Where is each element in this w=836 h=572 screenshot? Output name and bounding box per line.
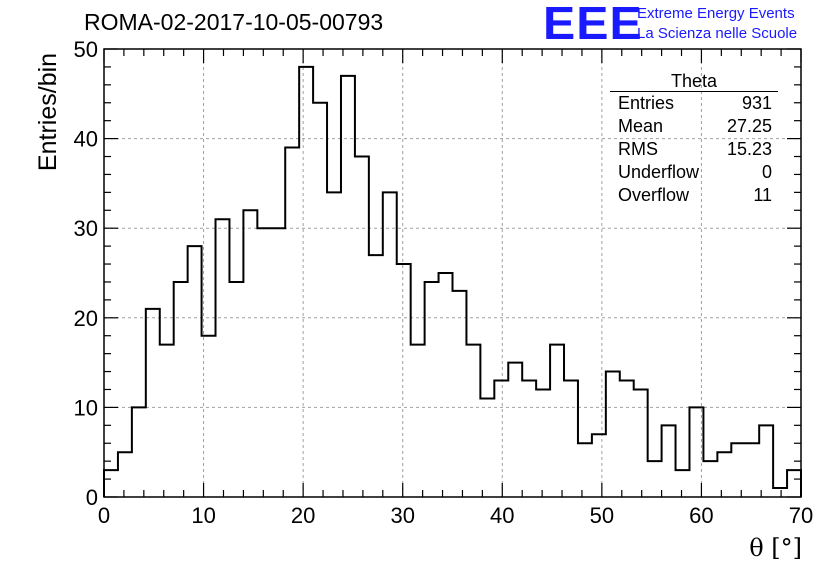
x-tick-label: 30 bbox=[390, 503, 414, 528]
stats-label: RMS bbox=[618, 139, 658, 159]
y-tick-label: 30 bbox=[74, 216, 98, 241]
x-tick-label: 10 bbox=[191, 503, 215, 528]
eee-logo-caption: Extreme Energy Events La Scienza nelle S… bbox=[637, 4, 797, 44]
stats-row-underflow: Underflow 0 bbox=[610, 161, 778, 184]
x-tick-label: 20 bbox=[291, 503, 315, 528]
x-tick-label: 0 bbox=[98, 503, 110, 528]
y-tick-label: 20 bbox=[74, 306, 98, 331]
y-tick-label: 40 bbox=[74, 127, 98, 152]
stats-value: 15.23 bbox=[726, 139, 772, 159]
plot-frame bbox=[103, 48, 802, 498]
x-tick-label: 40 bbox=[490, 503, 514, 528]
y-tick-label: 0 bbox=[86, 485, 98, 510]
stats-label: Entries bbox=[618, 93, 675, 113]
stats-value: 0 bbox=[761, 162, 772, 182]
y-axis-label: Entries/bin bbox=[34, 52, 62, 172]
stats-label: Underflow bbox=[618, 162, 700, 182]
stats-value: 27.25 bbox=[726, 116, 772, 136]
y-tick-label: 50 bbox=[74, 37, 98, 62]
stats-row-rms: RMS 15.23 bbox=[610, 138, 778, 161]
stats-label: Mean bbox=[618, 116, 664, 136]
x-tick-label: 60 bbox=[689, 503, 713, 528]
stats-row-mean: Mean 27.25 bbox=[610, 115, 778, 138]
eee-logo: EEE bbox=[543, 0, 643, 49]
grid-lines bbox=[104, 49, 801, 497]
axis-ticks bbox=[103, 48, 802, 498]
stats-box: Theta Entries 931 Mean 27.25 RMS 15.23 U… bbox=[610, 72, 778, 207]
x-tick-label: 50 bbox=[590, 503, 614, 528]
logo-line-1: Extreme Energy Events bbox=[637, 5, 795, 22]
stats-title: Theta bbox=[610, 72, 778, 92]
y-tick-label: 10 bbox=[74, 395, 98, 420]
stats-row-entries: Entries 931 bbox=[610, 92, 778, 115]
logo-line-2: La Scienza nelle Scuole bbox=[637, 25, 798, 42]
stats-row-overflow: Overflow 11 bbox=[610, 184, 778, 207]
x-tick-label: 70 bbox=[789, 503, 813, 528]
stats-label: Overflow bbox=[618, 185, 690, 205]
run-title: ROMA-02-2017-10-05-00793 bbox=[84, 9, 384, 35]
x-axis-label: θ [°] bbox=[749, 534, 802, 562]
histogram-step-line bbox=[103, 65, 802, 497]
stats-value: 11 bbox=[753, 185, 772, 205]
axis-tick-labels: 0 10 20 30 40 50 60 70 0 10 20 30 40 50 bbox=[74, 37, 814, 528]
stats-value: 931 bbox=[741, 93, 772, 113]
